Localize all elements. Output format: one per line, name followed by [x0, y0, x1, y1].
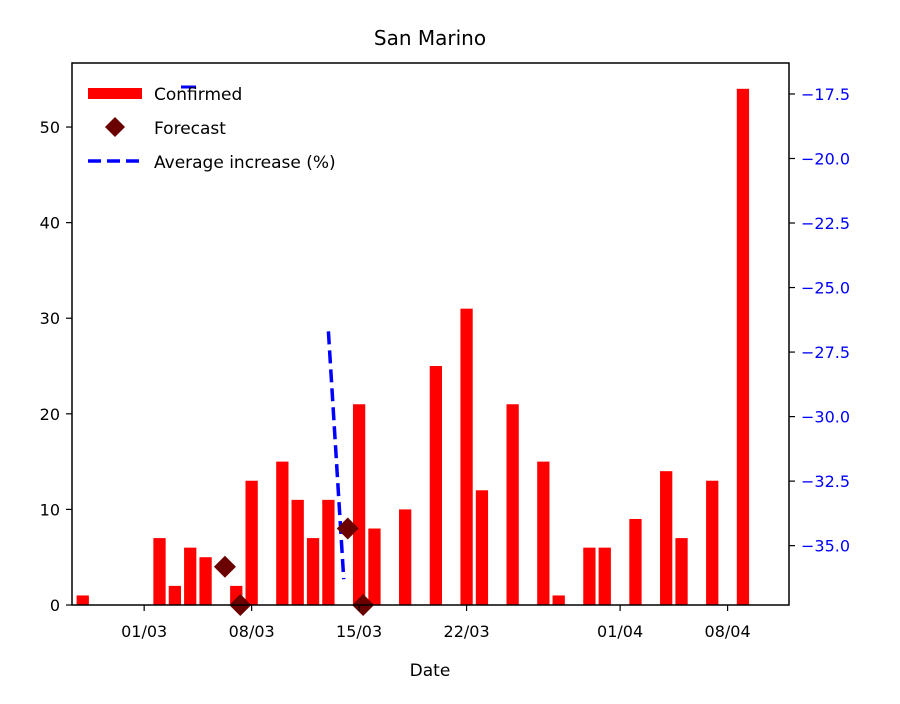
left-tick-label: 10	[40, 500, 60, 519]
bar	[598, 547, 611, 605]
x-tick-label: 15/03	[336, 622, 382, 641]
bar	[199, 557, 212, 605]
bar	[583, 547, 596, 605]
bar	[352, 404, 366, 605]
bar	[706, 480, 719, 605]
bar	[675, 538, 688, 605]
legend-label: Average increase (%)	[154, 153, 336, 173]
right-tick-label: −32.5	[801, 472, 850, 491]
x-tick-label: 01/03	[121, 622, 167, 641]
bottom-axis: 01/03 08/03 15/03 22/03 01/04 08/04	[121, 605, 751, 641]
legend-swatch-confirmed	[88, 88, 142, 99]
x-tick-label: 08/04	[705, 622, 751, 641]
bars-layer	[76, 88, 750, 606]
bar	[306, 538, 320, 605]
right-tick-label: −30.0	[801, 408, 850, 427]
average-increase-line	[326, 331, 346, 580]
left-tick-label: 0	[50, 596, 60, 615]
left-axis: 0 10 20 30 40 50	[40, 118, 72, 615]
bar	[429, 366, 443, 605]
forecast-marker	[336, 517, 359, 540]
bar	[76, 595, 89, 605]
bar	[184, 547, 197, 605]
bar	[322, 499, 335, 605]
bar	[245, 480, 258, 605]
legend: Confirmed Forecast Average increase (%)	[88, 85, 336, 173]
legend-label: Forecast	[154, 119, 226, 139]
legend-label: Confirmed	[154, 85, 242, 105]
bar	[736, 88, 750, 606]
bar	[660, 471, 673, 605]
right-tick-label: −22.5	[801, 214, 850, 233]
bar	[537, 461, 550, 605]
bar	[506, 404, 519, 605]
right-tick-label: −17.5	[801, 85, 850, 104]
bar	[168, 585, 182, 605]
bar	[276, 461, 289, 605]
forecast-marker	[213, 555, 236, 578]
plot-frame	[71, 62, 790, 606]
bar	[629, 518, 642, 605]
bar	[399, 509, 412, 605]
right-tick-label: −27.5	[801, 343, 850, 362]
average-line-layer	[326, 331, 346, 580]
chart-title: San Marino	[374, 26, 486, 50]
bar	[291, 499, 304, 605]
x-tick-label: 08/03	[229, 622, 275, 641]
bar	[552, 595, 565, 605]
x-tick-label: 22/03	[444, 622, 490, 641]
right-tick-label: −35.0	[801, 537, 850, 556]
left-tick-label: 20	[40, 405, 60, 424]
left-tick-label: 30	[40, 309, 60, 328]
bar	[460, 308, 473, 605]
bar	[475, 490, 489, 605]
right-tick-label: −25.0	[801, 279, 850, 298]
right-axis: −35.0 −32.5 −30.0 −27.5 −25.0 −22.5 −20.0 −17.5	[789, 85, 850, 556]
x-tick-label: 01/04	[597, 622, 643, 641]
x-axis-label: Date	[410, 661, 451, 681]
bar	[368, 528, 381, 605]
legend-swatch-forecast	[105, 117, 125, 137]
left-tick-label: 50	[40, 118, 60, 137]
left-tick-label: 40	[40, 214, 60, 233]
bar	[153, 538, 166, 605]
right-tick-label: −20.0	[801, 149, 850, 168]
